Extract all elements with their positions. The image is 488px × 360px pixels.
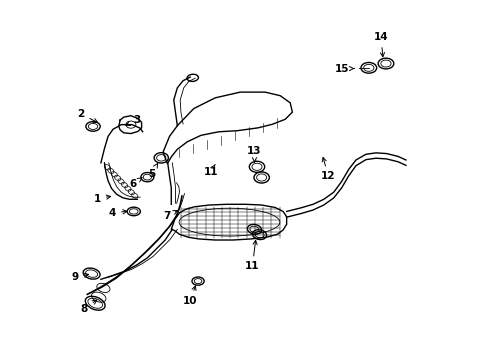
- Text: 5: 5: [148, 163, 157, 179]
- Text: 9: 9: [71, 272, 88, 282]
- Text: 8: 8: [81, 300, 97, 314]
- Text: 12: 12: [321, 157, 335, 181]
- Text: 11: 11: [244, 240, 259, 271]
- Text: 1: 1: [94, 194, 110, 203]
- Text: 15: 15: [334, 64, 354, 73]
- Text: 6: 6: [129, 178, 142, 189]
- Text: 14: 14: [373, 32, 387, 57]
- Text: 10: 10: [183, 286, 197, 306]
- Text: 11: 11: [203, 165, 217, 177]
- Text: 13: 13: [247, 147, 261, 162]
- Text: 4: 4: [108, 208, 127, 218]
- Text: 7: 7: [163, 211, 177, 221]
- Text: 2: 2: [77, 109, 98, 122]
- Text: 3: 3: [126, 115, 141, 125]
